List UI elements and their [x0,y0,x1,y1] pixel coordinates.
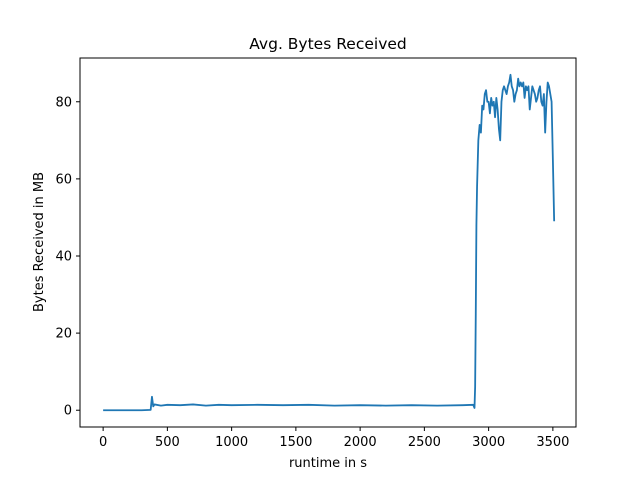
axes-frame [79,57,577,428]
y-tick-label: 60 [55,172,72,187]
y-axis: 0 20 40 60 80 [55,95,80,419]
chart-title: Avg. Bytes Received [249,35,407,53]
y-tick-label: 0 [64,404,72,419]
x-tick-label: 1000 [215,435,248,450]
x-tick-label: 3500 [536,435,569,450]
x-tick-label: 2500 [408,435,441,450]
x-axis: 0 500 1000 1500 2000 2500 3000 3500 [99,427,569,450]
plot-area [103,73,556,412]
x-axis-label: runtime in s [289,456,367,471]
y-tick-label: 80 [55,95,72,110]
x-tick-label: 1500 [279,435,312,450]
x-tick-label: 3000 [472,435,505,450]
y-tick-label: 20 [55,327,72,342]
x-tick-label: 0 [99,435,107,450]
series-line-0 [103,73,556,412]
y-axis-label: Bytes Received in MB [32,172,47,312]
x-tick-label: 500 [155,435,180,450]
y-tick-label: 40 [55,249,72,264]
x-tick-label: 2000 [344,435,377,450]
